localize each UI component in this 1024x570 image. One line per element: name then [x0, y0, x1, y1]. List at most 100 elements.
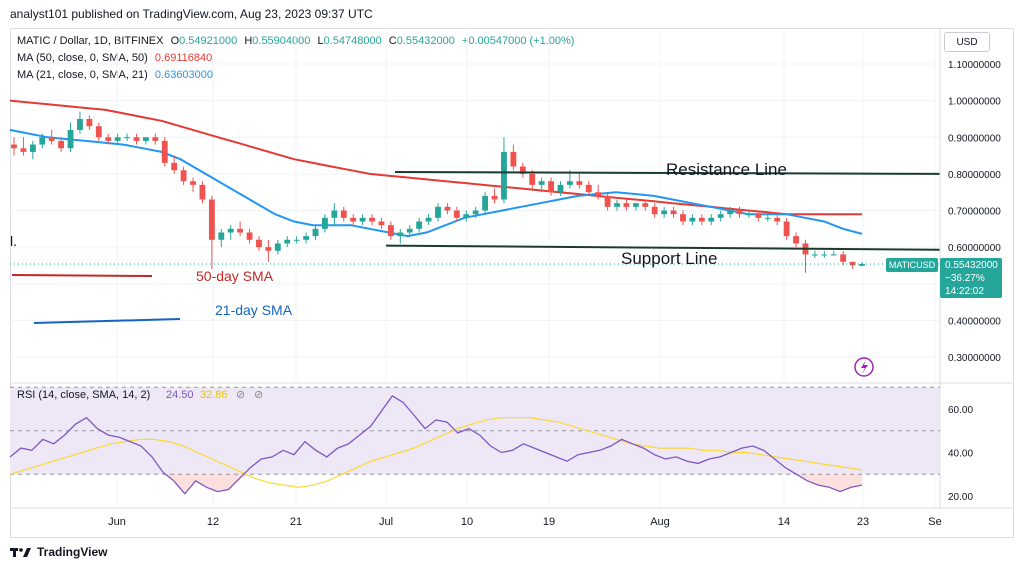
resistance-line [394, 171, 941, 175]
price-tick-label: 0.60000000 [948, 243, 1001, 254]
trend-lines [10, 171, 941, 265]
ma21-line [9, 128, 863, 238]
ohlc-l-value: 0.54748000 [323, 35, 382, 47]
candle-body [284, 239, 291, 244]
alert-icon[interactable] [854, 357, 874, 377]
candle-body [199, 184, 206, 200]
candle-body [322, 217, 328, 229]
candle-body [811, 254, 818, 256]
ohlc-o-value: 0.54921000 [179, 35, 238, 47]
candle-body [670, 210, 677, 215]
candle-body [614, 203, 620, 207]
candle-body [133, 137, 140, 141]
price-badge-countdown: 14:22:02 [945, 286, 984, 297]
candle-body [661, 210, 668, 215]
ohlc-c-value: 0.55432000 [396, 35, 455, 47]
price-tick-label: 0.30000000 [948, 353, 1001, 364]
ohlc-c: C0.55432000 [388, 35, 455, 47]
candle-body [237, 228, 244, 233]
visibility-off-icon[interactable]: ⊘ [236, 389, 245, 401]
rsi-tick-label: 40.00 [948, 449, 973, 460]
ma50-label: MA (50, close, 0, SMA, 50) [17, 52, 148, 64]
symbol-title[interactable]: MATIC / Dollar, 1D, BITFINEX [17, 35, 164, 47]
time-tick-label: Jul [379, 516, 393, 528]
rsi-oversold-fill [184, 474, 196, 494]
rsi-pane: 60.00 40.00 20.00 [9, 386, 973, 503]
candle-body [48, 137, 55, 141]
candle-body [161, 140, 168, 163]
candle-body [698, 217, 705, 222]
candle-body [359, 217, 366, 222]
price-badge-price: 0.55432000 [945, 260, 998, 271]
rsi-oversold-fill [228, 474, 240, 490]
time-tick-label: 23 [857, 516, 869, 528]
price-tick-label: 0.80000000 [948, 170, 1001, 181]
candle-body [604, 195, 611, 207]
candle-body [95, 126, 102, 138]
candles [11, 111, 865, 273]
rsi-oversold-fill [195, 474, 207, 488]
candle-body [717, 214, 724, 218]
candle-body [510, 151, 517, 167]
tradingview-footer[interactable]: TradingView [10, 545, 107, 559]
ohlc-l: L0.54748000 [317, 35, 382, 47]
rsi-oversold-fill [173, 474, 185, 494]
candle-body [501, 151, 507, 200]
candle-body [689, 217, 696, 222]
price-badge-change: −36.27% [945, 273, 985, 284]
candle-body [435, 206, 441, 218]
currency-button[interactable]: USD [944, 32, 990, 52]
rsi-legend-label[interactable]: RSI (14, close, SMA, 14, 2) [17, 389, 150, 401]
ohlc-legend: MATIC / Dollar, 1D, BITFINEX O0.54921000… [17, 35, 578, 47]
resistance-label: Resistance Line [666, 160, 787, 179]
sma50-legend-line [11, 274, 153, 277]
candle-body [425, 217, 432, 222]
candle-body [708, 217, 715, 222]
time-tick-label: 12 [207, 516, 219, 528]
candle-body [840, 254, 847, 262]
price-tick-label: 0.70000000 [948, 207, 1001, 218]
candle-body [632, 203, 639, 207]
candle-body [538, 181, 545, 185]
rsi-tick-label: 60.00 [948, 405, 973, 416]
ma50-value: 0.69116840 [154, 52, 213, 64]
candle-body [350, 217, 357, 222]
candle-body [11, 144, 17, 149]
price-badge-symbol: MATICUSD [889, 260, 936, 270]
candle-body [764, 217, 771, 219]
ma21-legend[interactable]: MA (21, close, 0, SMA, 21) 0.63603000 [17, 69, 217, 81]
rsi-sma-value: 32.86 [200, 389, 228, 401]
ma50-line [9, 99, 862, 216]
ma21-label: MA (21, close, 0, SMA, 21) [17, 69, 148, 81]
candle-body [585, 184, 592, 193]
time-tick-label: 14 [778, 516, 790, 528]
candle-body [642, 203, 649, 207]
candle-body [576, 181, 583, 185]
price-tick-label: 0.90000000 [948, 133, 1001, 144]
rsi-oversold-fill [840, 474, 852, 492]
candle-body [472, 210, 479, 215]
candle-body [180, 170, 187, 182]
candle-body [406, 228, 413, 233]
candle-body [746, 214, 752, 216]
candle-body [491, 195, 498, 200]
candle-body [548, 181, 554, 193]
price-axis: 1.10000000 1.00000000 0.90000000 0.80000000… [10, 28, 1014, 509]
candle-body [208, 199, 215, 240]
candle-body [265, 247, 272, 251]
time-tick-label: 19 [543, 516, 555, 528]
sma21-label: 21-day SMA [215, 302, 293, 318]
candle-body [20, 148, 27, 152]
visibility-off-icon-2[interactable]: ⊘ [254, 389, 263, 401]
candle-body [331, 210, 338, 218]
time-tick-label: Jun [108, 516, 126, 528]
ma50-legend[interactable]: MA (50, close, 0, SMA, 50) 0.69116840 [17, 52, 216, 64]
rsi-sma-line [9, 417, 863, 488]
candle-body [171, 162, 178, 171]
support-label: Support Line [621, 249, 717, 268]
candle-body [246, 232, 253, 240]
candle-body [680, 214, 686, 222]
candle-body [293, 239, 300, 241]
candle-body [623, 203, 630, 207]
